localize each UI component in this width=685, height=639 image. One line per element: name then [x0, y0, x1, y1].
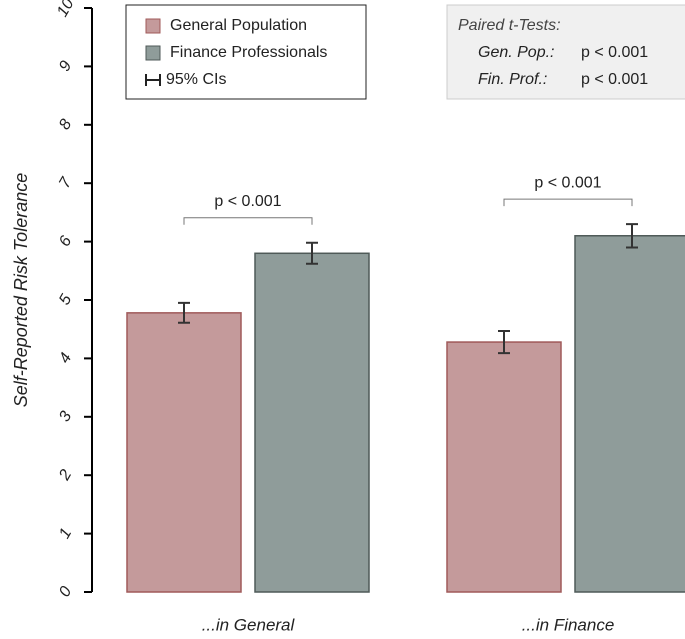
bar	[254, 252, 370, 593]
stats-box	[446, 4, 685, 100]
bar	[126, 312, 242, 593]
error-bar	[306, 241, 318, 265]
x-tick-label: ...in General	[202, 615, 296, 634]
y-tick-label: 7	[56, 174, 76, 191]
error-bar	[498, 329, 510, 355]
legend-swatch	[145, 45, 161, 61]
legend-label: General Population	[170, 17, 307, 34]
legend-label: 95% CIs	[166, 71, 226, 88]
y-tick-label: 10	[54, 0, 78, 20]
stats-value: p < 0.001	[581, 71, 648, 88]
comparison-bracket	[503, 198, 633, 207]
y-tick-label: 9	[56, 58, 75, 74]
y-tick-label: 1	[56, 525, 75, 541]
error-bar	[626, 223, 638, 249]
y-tick-label: 2	[56, 467, 76, 484]
y-tick-label: 6	[56, 233, 75, 249]
y-tick-label: 0	[56, 584, 75, 600]
legend-ci-icon	[145, 74, 161, 86]
y-tick-label: 5	[56, 292, 75, 308]
x-tick-label: ...in Finance	[522, 615, 615, 634]
stats-title: Paired t-Tests:	[458, 17, 561, 34]
comparison-bracket	[183, 217, 313, 225]
stats-value: p < 0.001	[581, 44, 648, 61]
stats-label: Gen. Pop.:	[478, 44, 555, 61]
error-bar	[178, 301, 190, 324]
y-tick-label: 4	[56, 350, 75, 366]
y-tick-label: 8	[56, 116, 75, 132]
legend-swatch	[145, 18, 161, 34]
y-axis-label: Self-Reported Risk Tolerance	[11, 173, 31, 407]
y-tick-label: 3	[56, 408, 75, 424]
stats-label: Fin. Prof.:	[478, 71, 547, 88]
legend-box	[125, 4, 367, 100]
comparison-label: p < 0.001	[214, 193, 281, 210]
comparison-label: p < 0.001	[534, 174, 601, 191]
bar	[446, 341, 562, 593]
bar	[574, 235, 685, 593]
legend-label: Finance Professionals	[170, 44, 327, 61]
